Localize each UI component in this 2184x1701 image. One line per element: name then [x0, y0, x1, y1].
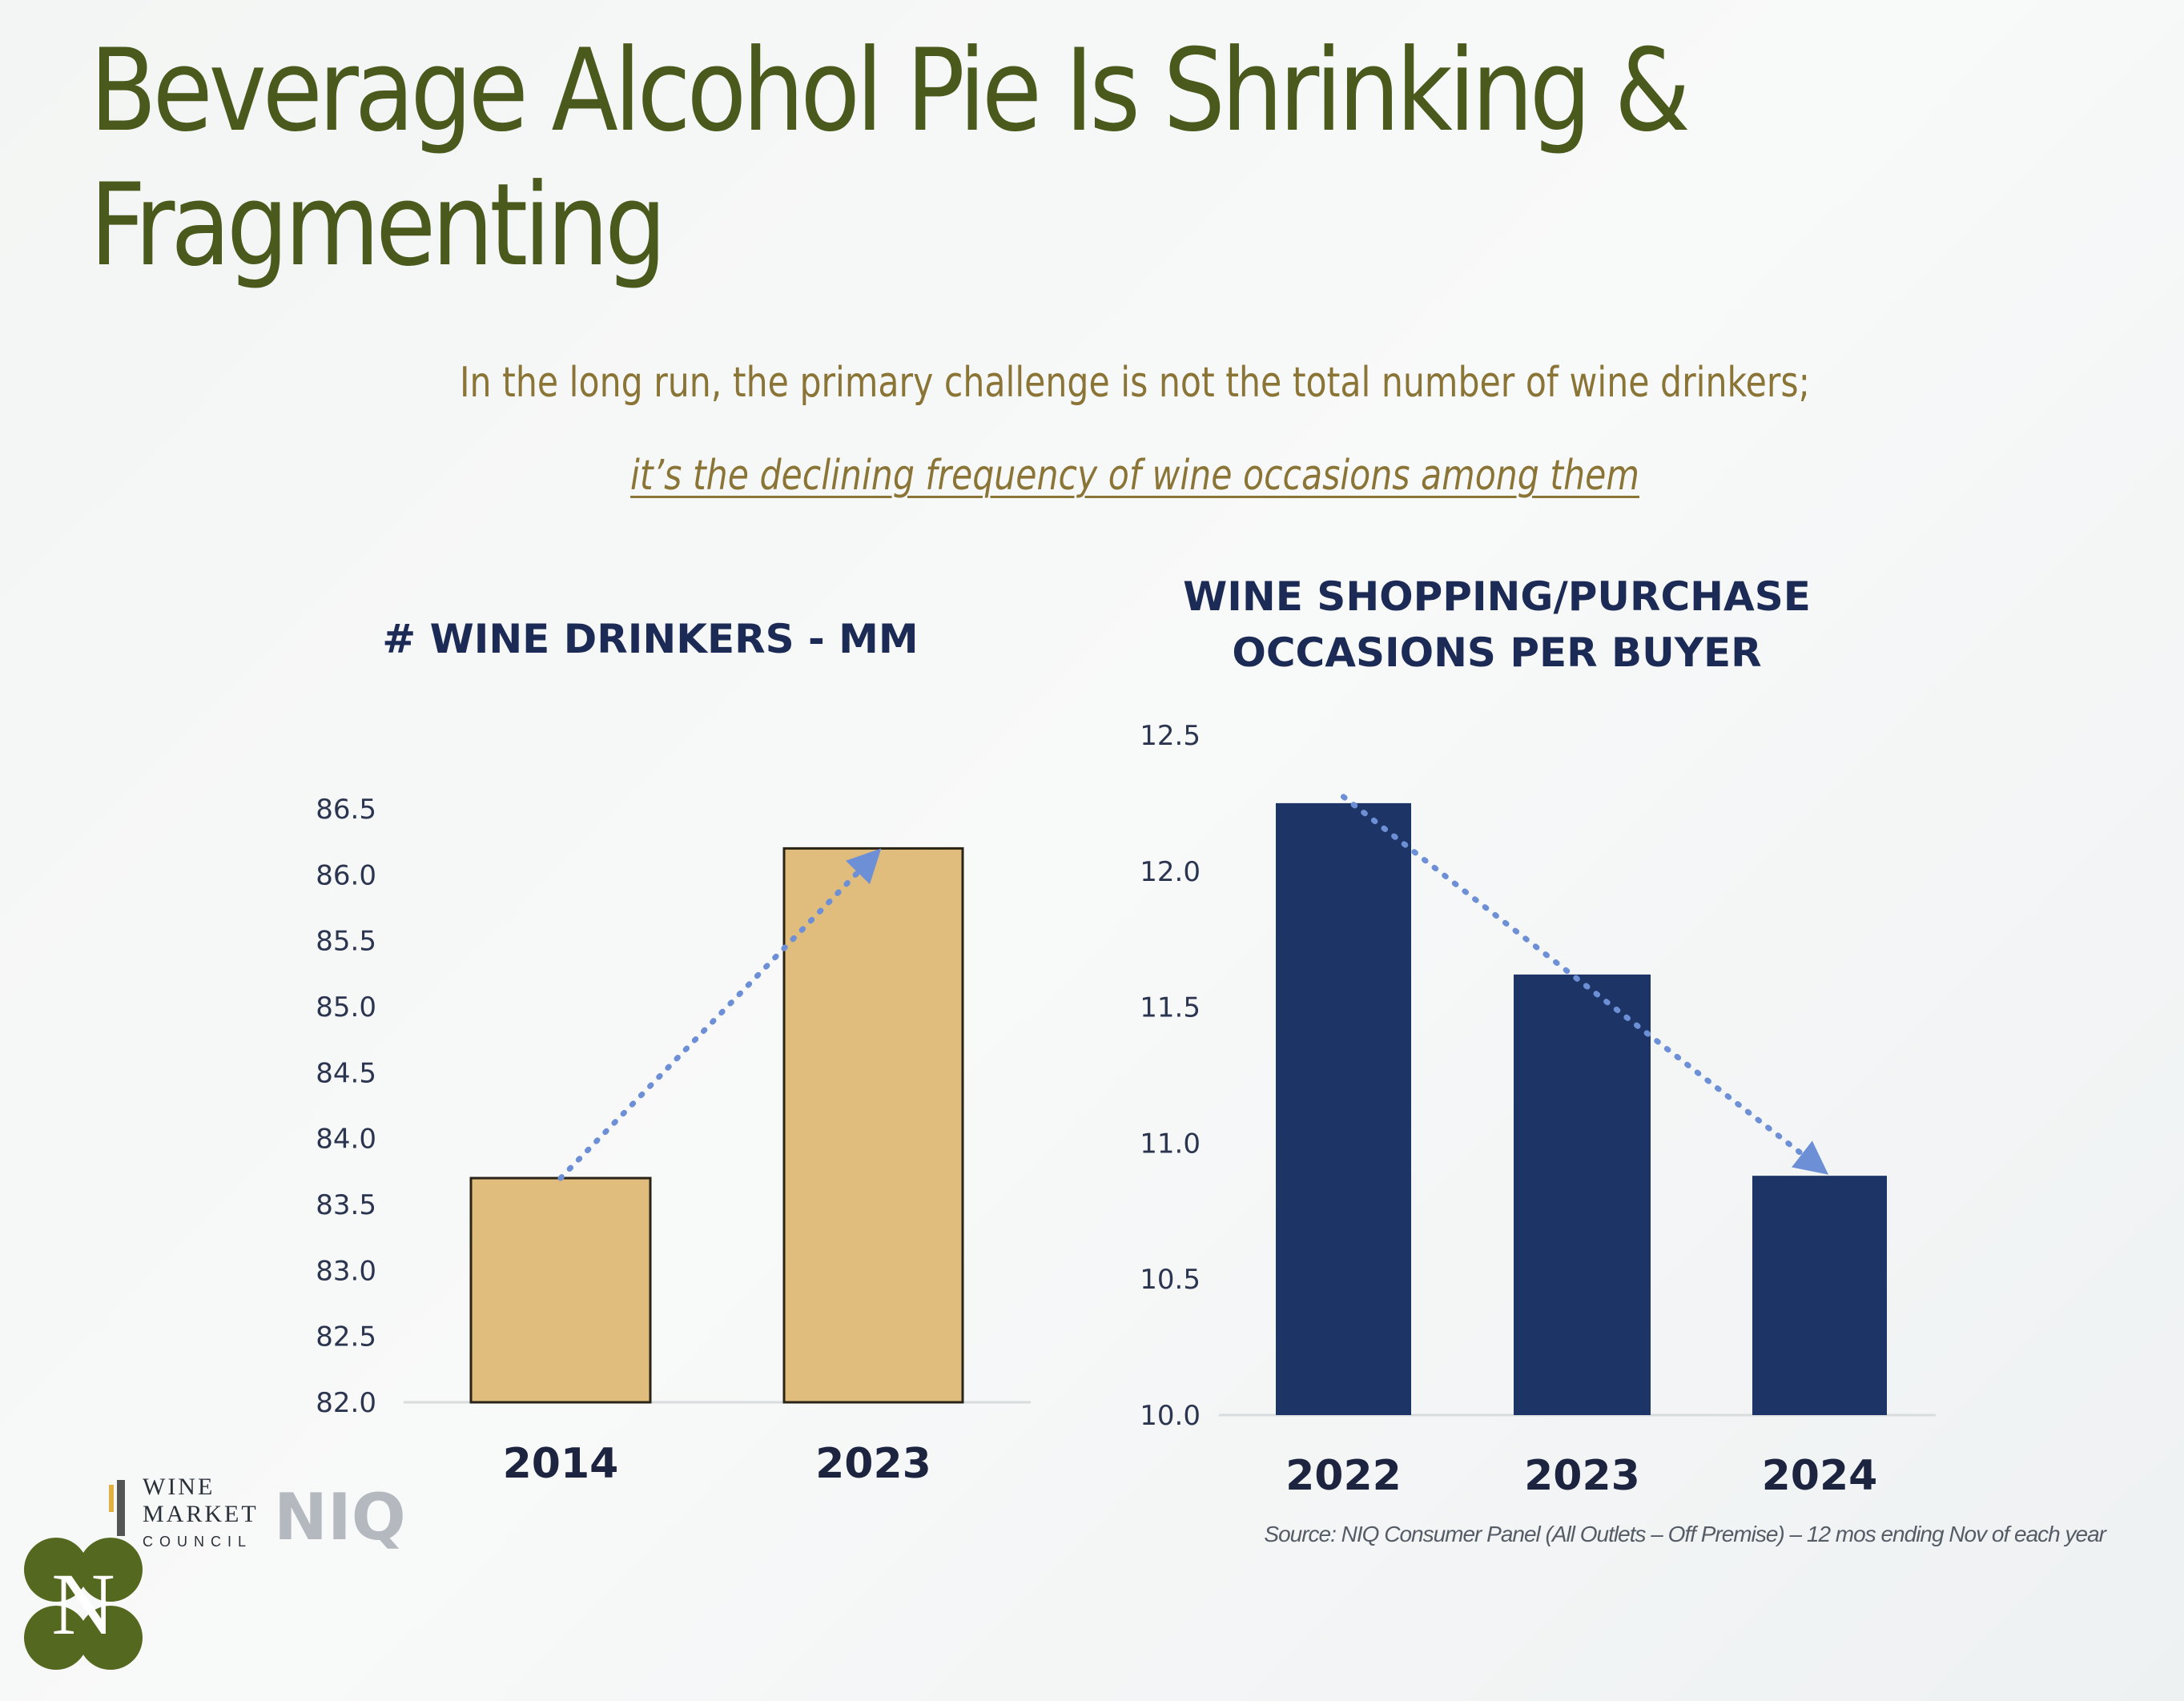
bar-2023: [782, 846, 964, 1404]
y-tick-label: 84.0: [316, 1124, 376, 1156]
x-category-label: 2014: [503, 1440, 619, 1488]
chart-wine-drinkers: # WINE DRINKERS - MM 82.0 82.5 83.0 83.5 84.…: [316, 616, 1031, 1488]
bar-2023: [1514, 974, 1651, 1415]
chart-title: # WINE DRINKERS - MM: [382, 616, 918, 662]
y-tick-label: 10.0: [1140, 1400, 1201, 1432]
y-tick-label: 83.5: [316, 1189, 376, 1221]
slide-title: Beverage Alcohol Pie Is Shrinking & Frag…: [90, 24, 1691, 293]
y-tick-label: 84.5: [316, 1057, 376, 1089]
x-category-label: 2023: [1524, 1452, 1640, 1500]
y-tick-label: 11.0: [1140, 1128, 1201, 1160]
slide-title-line2: Fragmenting: [90, 159, 667, 292]
y-tick-label: 12.5: [1140, 720, 1201, 752]
svg-text:N: N: [51, 1555, 115, 1653]
y-tick-label: 10.5: [1140, 1264, 1201, 1296]
x-category-label: 2024: [1762, 1452, 1878, 1500]
source-note: Source: NIQ Consumer Panel (All Outlets …: [1264, 1522, 2106, 1546]
bar-2014: [469, 1176, 652, 1404]
x-category-label: 2023: [815, 1440, 931, 1488]
wmc-word3: COUNCIL: [143, 1534, 253, 1550]
x-category-label: 2022: [1285, 1452, 1402, 1500]
y-tick-label: 85.0: [316, 991, 376, 1023]
subtitle-line2: it’s the declining frequency of wine occ…: [630, 452, 1639, 500]
trend-arrow: [1341, 794, 1829, 1175]
y-tick-label: 11.5: [1140, 992, 1201, 1024]
bar-2022: [1276, 802, 1411, 1415]
bar-2024: [1752, 1176, 1887, 1415]
y-tick-label: 85.5: [316, 926, 376, 958]
y-tick-label: 82.5: [316, 1321, 376, 1353]
y-tick-label: 83.0: [316, 1255, 376, 1287]
chart-purchase-occasions: WINE SHOPPING/PURCHASE OCCASIONS PER BUY…: [1140, 573, 1936, 1500]
subtitle-line1: In the long run, the primary challenge i…: [459, 359, 1811, 407]
y-tick-label: 12.0: [1140, 856, 1201, 888]
y-tick-label: 82.0: [316, 1387, 376, 1419]
wmc-emblem-icon: N: [24, 1480, 143, 1670]
y-tick-label: 86.5: [316, 794, 376, 826]
wmc-word2: MARKET: [143, 1501, 259, 1527]
niq-logo: NIQ: [274, 1480, 406, 1554]
slide-title-line1: Beverage Alcohol Pie Is Shrinking &: [90, 25, 1691, 157]
y-tick-label: 86.0: [316, 859, 376, 891]
chart-title-line2: OCCASIONS PER BUYER: [1232, 629, 1761, 676]
wmc-word1: WINE: [143, 1474, 215, 1500]
trend-arrow: [557, 848, 882, 1181]
chart-title-line1: WINE SHOPPING/PURCHASE: [1183, 573, 1811, 620]
